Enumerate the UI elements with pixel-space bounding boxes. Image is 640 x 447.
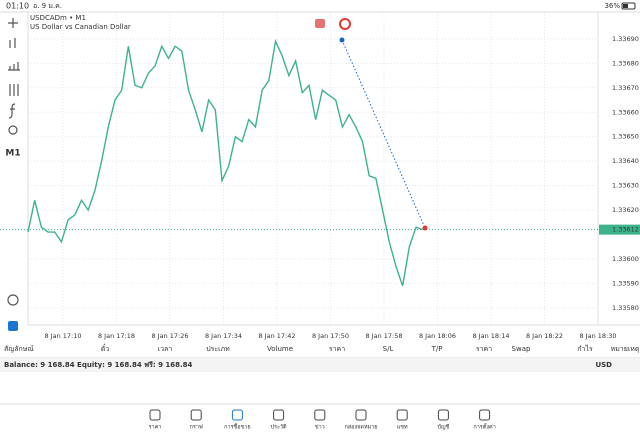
nav-icon[interactable]	[437, 409, 449, 421]
x-tick-label: 8 Jan 18:22	[526, 332, 563, 340]
y-tick-label: 1.33660	[612, 108, 639, 116]
nav-label[interactable]: กราฟ	[190, 424, 203, 431]
y-tick-label: 1.33680	[612, 59, 639, 67]
nav-label[interactable]: แชท	[397, 424, 408, 431]
table-header: เวลา	[158, 345, 173, 353]
table-header: Volume	[267, 345, 293, 353]
y-tick-label: 1.33650	[612, 133, 639, 141]
x-tick-label: 8 Jan 17:58	[365, 332, 402, 340]
table-header: Swap	[512, 345, 531, 353]
x-tick-label: 8 Jan 18:14	[472, 332, 509, 340]
currency: USD	[595, 361, 612, 369]
table-header: ราคา	[476, 345, 492, 353]
nav-label[interactable]: การซื้อขาย	[224, 423, 250, 431]
bars-tool[interactable]	[8, 62, 20, 71]
table-header: T/P	[431, 345, 443, 353]
trend-anchor	[422, 225, 428, 231]
battery-text: 36%	[604, 2, 620, 10]
nav-icon[interactable]	[149, 409, 161, 421]
x-tick-label: 8 Jan 17:50	[312, 332, 349, 340]
nav-icon[interactable]	[190, 409, 202, 421]
current-price-box	[599, 224, 640, 235]
date: อ. 9 ม.ค.	[33, 2, 62, 10]
table-header: ตั๋ว	[101, 344, 110, 353]
nav-label[interactable]: กล่องจดหมาย	[344, 425, 377, 431]
table-header: ประเภท	[206, 345, 230, 353]
timeframe[interactable]: M1	[5, 149, 20, 159]
x-tick-label: 8 Jan 17:42	[258, 332, 295, 340]
chart-button[interactable]	[315, 19, 325, 28]
status-bar	[0, 0, 640, 12]
x-tick-label: 8 Jan 17:10	[44, 332, 81, 340]
summary-bar	[0, 358, 640, 372]
y-tick-label: 1.33590	[612, 279, 639, 287]
table-header: ราคา	[329, 345, 345, 353]
x-tick-label: 8 Jan 18:06	[419, 332, 456, 340]
y-tick-label: 1.33640	[612, 157, 639, 165]
x-tick-label: 8 Jan 17:34	[205, 332, 242, 340]
nav-icon[interactable]	[396, 409, 408, 421]
nav-label[interactable]: ข่าว	[315, 425, 325, 431]
nav-icon[interactable]	[479, 409, 491, 421]
table-header: กำไร	[577, 344, 593, 353]
function-tool[interactable]	[8, 103, 16, 119]
chart-title: USDCADm • M1	[30, 14, 86, 22]
clock: 01:10	[6, 2, 29, 11]
chart-subtitle: US Dollar vs Canadian Dollar	[30, 23, 131, 31]
chart-button[interactable]	[339, 18, 351, 30]
trade-button[interactable]	[8, 321, 18, 331]
price-line	[27, 38, 423, 287]
table-header: สัญลักษณ์	[4, 345, 34, 353]
crosshair-tool[interactable]	[8, 18, 18, 28]
battery-level	[623, 4, 628, 8]
nav-label[interactable]: การตั้งค่า	[473, 423, 495, 431]
nav-label[interactable]: ราคา	[149, 425, 162, 431]
nav-label[interactable]: บัญชี	[437, 424, 449, 431]
y-tick-label: 1.33670	[612, 84, 639, 92]
x-tick-label: 8 Jan 18:30	[579, 332, 616, 340]
nav-icon[interactable]	[231, 409, 243, 421]
x-tick-label: 8 Jan 17:26	[151, 332, 188, 340]
y-tick-label: 1.33690	[612, 35, 639, 43]
x-tick-label: 8 Jan 17:18	[98, 332, 135, 340]
y-tick-label: 1.33600	[612, 255, 639, 263]
candles-tool[interactable]	[9, 38, 16, 48]
objects-tool[interactable]	[8, 125, 18, 135]
zoom-tool[interactable]	[7, 294, 19, 306]
indicators-tool[interactable]	[9, 84, 19, 96]
account-summary: Balance: 9 168.84 Equity: 9 168.84 ฟรี: …	[4, 361, 193, 369]
nav-icon[interactable]	[314, 409, 326, 421]
table-header: S/L	[383, 345, 394, 353]
nav-icon[interactable]	[273, 409, 285, 421]
y-tick-label: 1.33580	[612, 304, 639, 312]
current-price-label: 1.33612	[612, 226, 639, 234]
left-toolbar	[7, 18, 20, 306]
nav-label[interactable]: ประวัติ	[271, 424, 287, 431]
y-tick-label: 1.33630	[612, 182, 639, 190]
table-header: หมายเหตุ	[611, 345, 640, 353]
trend-line	[341, 39, 426, 229]
trend-anchor	[339, 37, 345, 43]
nav-icon[interactable]	[355, 409, 367, 421]
battery-icon	[621, 2, 636, 10]
y-tick-label: 1.33620	[612, 206, 639, 214]
